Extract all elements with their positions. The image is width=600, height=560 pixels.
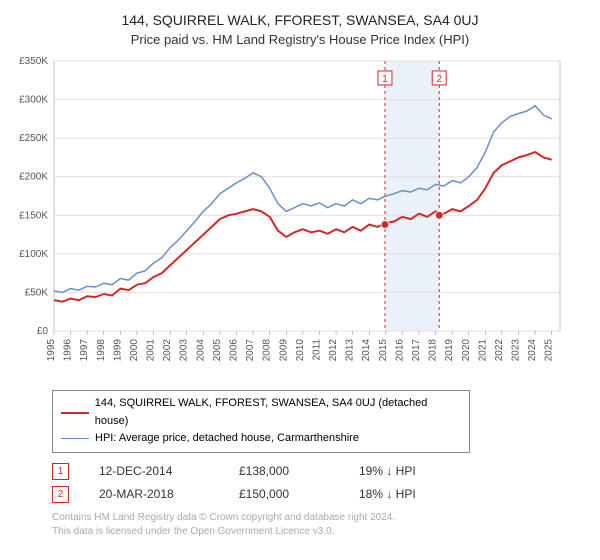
y-tick-label: £100K xyxy=(19,249,48,260)
legend-label: 144, SQUIRREL WALK, FFOREST, SWANSEA, SA… xyxy=(95,395,461,430)
page-title: 144, SQUIRREL WALK, FFOREST, SWANSEA, SA… xyxy=(10,12,590,28)
footer-text: Contains HM Land Registry data © Crown c… xyxy=(52,511,590,539)
x-tick-label: 2003 xyxy=(179,339,190,362)
x-tick-label: 2014 xyxy=(361,339,372,362)
sale-date: 20-MAR-2018 xyxy=(99,487,209,501)
x-tick-label: 2013 xyxy=(345,339,356,362)
chart-container: 144, SQUIRREL WALK, FFOREST, SWANSEA, SA… xyxy=(0,0,600,547)
legend-item: 144, SQUIRREL WALK, FFOREST, SWANSEA, SA… xyxy=(61,395,461,430)
x-tick-label: 1999 xyxy=(112,339,123,362)
x-tick-label: 1997 xyxy=(79,339,90,362)
x-tick-label: 2023 xyxy=(511,339,522,362)
x-tick-label: 2015 xyxy=(378,339,389,362)
x-tick-label: 2011 xyxy=(311,339,322,361)
sale-date: 12-DEC-2014 xyxy=(99,464,209,478)
sale-diff: 19% ↓ HPI xyxy=(359,464,416,478)
x-tick-label: 2021 xyxy=(477,339,488,362)
x-tick-label: 2009 xyxy=(278,339,289,362)
y-tick-label: £50K xyxy=(25,287,49,298)
sale-marker-box: 1 xyxy=(52,463,69,480)
x-tick-label: 2001 xyxy=(146,339,157,362)
x-tick-label: 2017 xyxy=(411,339,422,362)
y-tick-label: £0 xyxy=(37,326,49,337)
x-tick-label: 2020 xyxy=(461,339,472,362)
y-tick-label: £250K xyxy=(19,133,48,144)
legend-swatch xyxy=(61,412,89,414)
sale-price: £150,000 xyxy=(239,487,329,501)
line-chart: £0 £50K £100K £150K £200K £250K £300K £350K 1995… xyxy=(10,57,570,377)
sale-marker-box: 2 xyxy=(52,486,69,503)
x-tick-label: 2019 xyxy=(444,339,455,362)
chart-area: £0 £50K £100K £150K £200K £250K £300K £350K 1995… xyxy=(10,57,590,382)
marker-label: 1 xyxy=(382,74,388,85)
x-tick-label: 2000 xyxy=(129,339,140,362)
x-tick-label: 1996 xyxy=(63,339,74,362)
footer-line-2: This data is licensed under the Open Gov… xyxy=(52,525,590,539)
marker-label: 2 xyxy=(436,74,442,85)
x-tick-label: 2012 xyxy=(328,339,339,362)
x-tick-label: 2016 xyxy=(394,339,405,362)
sale-row: 2 20-MAR-2018 £150,000 18% ↓ HPI xyxy=(52,486,590,503)
y-tick-label: £200K xyxy=(19,172,48,183)
x-tick-label: 2022 xyxy=(494,339,505,362)
x-tick-label: 2025 xyxy=(544,339,555,362)
x-tick-label: 2018 xyxy=(428,339,439,362)
x-tick-label: 2008 xyxy=(262,339,273,362)
page-subtitle: Price paid vs. HM Land Registry's House … xyxy=(10,32,590,47)
footer-line-1: Contains HM Land Registry data © Crown c… xyxy=(52,511,590,525)
x-tick-label: 2004 xyxy=(195,339,206,362)
x-tick-label: 2007 xyxy=(245,339,256,362)
legend: 144, SQUIRREL WALK, FFOREST, SWANSEA, SA… xyxy=(52,390,470,453)
legend-swatch xyxy=(61,438,89,439)
x-tick-label: 2010 xyxy=(295,339,306,362)
legend-label: HPI: Average price, detached house, Carm… xyxy=(95,430,359,448)
sale-row: 1 12-DEC-2014 £138,000 19% ↓ HPI xyxy=(52,463,590,480)
y-tick-label: £350K xyxy=(19,57,48,67)
y-tick-label: £300K xyxy=(19,95,48,106)
legend-item: HPI: Average price, detached house, Carm… xyxy=(61,430,461,448)
x-tick-label: 2002 xyxy=(162,339,173,362)
x-tick-label: 2006 xyxy=(228,339,239,362)
x-tick-label: 2005 xyxy=(212,339,223,362)
x-tick-label: 2024 xyxy=(527,339,538,362)
x-tick-label: 1995 xyxy=(46,339,57,362)
sales-table: 1 12-DEC-2014 £138,000 19% ↓ HPI 2 20-MAR-201… xyxy=(52,463,590,503)
y-tick-label: £150K xyxy=(19,210,48,221)
x-tick-label: 1998 xyxy=(96,339,107,362)
sale-diff: 18% ↓ HPI xyxy=(359,487,416,501)
sale-price: £138,000 xyxy=(239,464,329,478)
